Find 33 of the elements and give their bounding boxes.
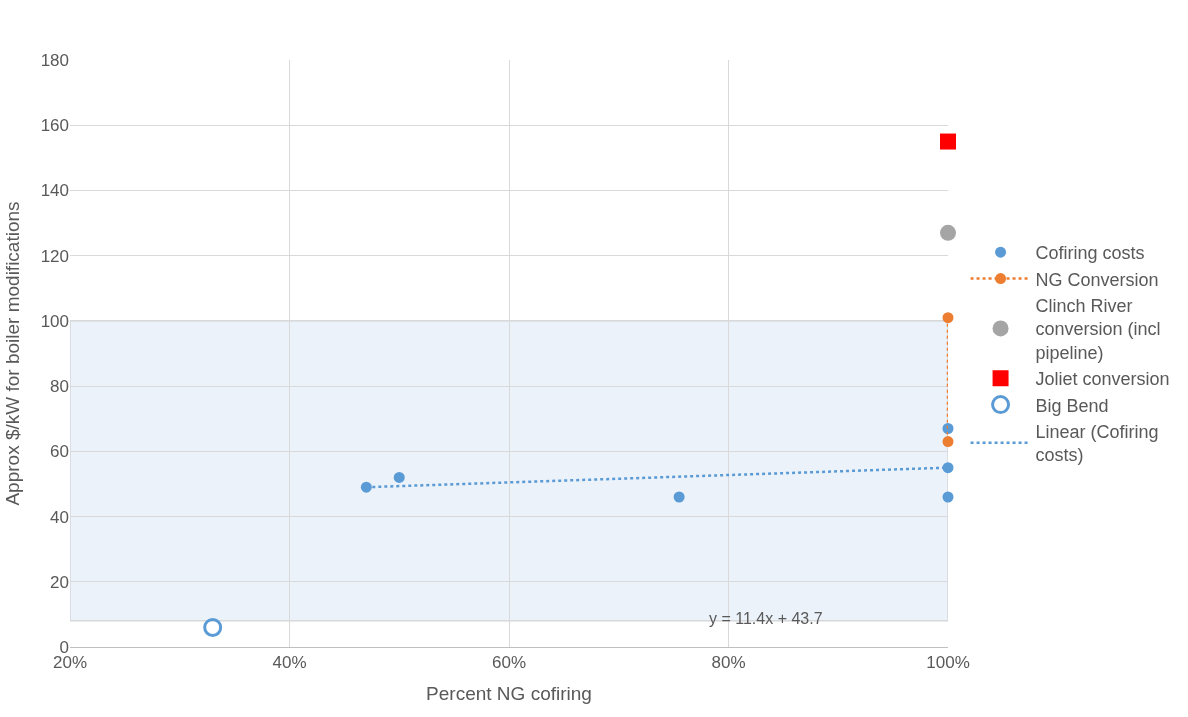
y-axis-title: Approx $/kW for boiler modifications [2, 201, 24, 506]
point [942, 462, 954, 474]
point [942, 312, 954, 324]
annotation: y = 11.4x + 43.7 [709, 610, 823, 627]
y-tick-label: 40 [50, 507, 69, 527]
point [203, 617, 223, 637]
legend-label: NG Conversion [1035, 269, 1159, 290]
y-tick-label: 60 [50, 442, 69, 462]
point [360, 481, 372, 493]
y-tick-label: 100 [40, 311, 69, 331]
y-tick-label: 180 [40, 50, 69, 70]
point [940, 133, 956, 150]
legend-label: Joliet conversion [1035, 369, 1170, 390]
x-axis-title: Percent NG cofiring [426, 683, 592, 705]
x-tick-label: 80% [711, 653, 746, 673]
y-tick-label: 120 [40, 246, 69, 266]
point [673, 491, 685, 503]
x-tick-label: 40% [272, 653, 307, 673]
y-tick-label: 20 [50, 572, 69, 592]
point [942, 491, 954, 503]
legend-label: Big Bend [1035, 395, 1109, 416]
point [942, 436, 954, 448]
point [940, 224, 956, 241]
point [393, 471, 405, 483]
point [942, 423, 954, 435]
x-tick-label: 60% [491, 653, 527, 673]
x-tick-label: 100% [926, 653, 970, 673]
y-tick-label: 160 [40, 116, 69, 136]
y-tick-label: 80 [50, 377, 69, 397]
y-tick-label: 140 [40, 181, 69, 201]
legend-label: Cofiring costs [1035, 243, 1145, 264]
legend-label: Clinch River conversion (incl pipeline) [1035, 296, 1161, 363]
legend-label: Linear (Cofiring costs) [1035, 422, 1159, 466]
